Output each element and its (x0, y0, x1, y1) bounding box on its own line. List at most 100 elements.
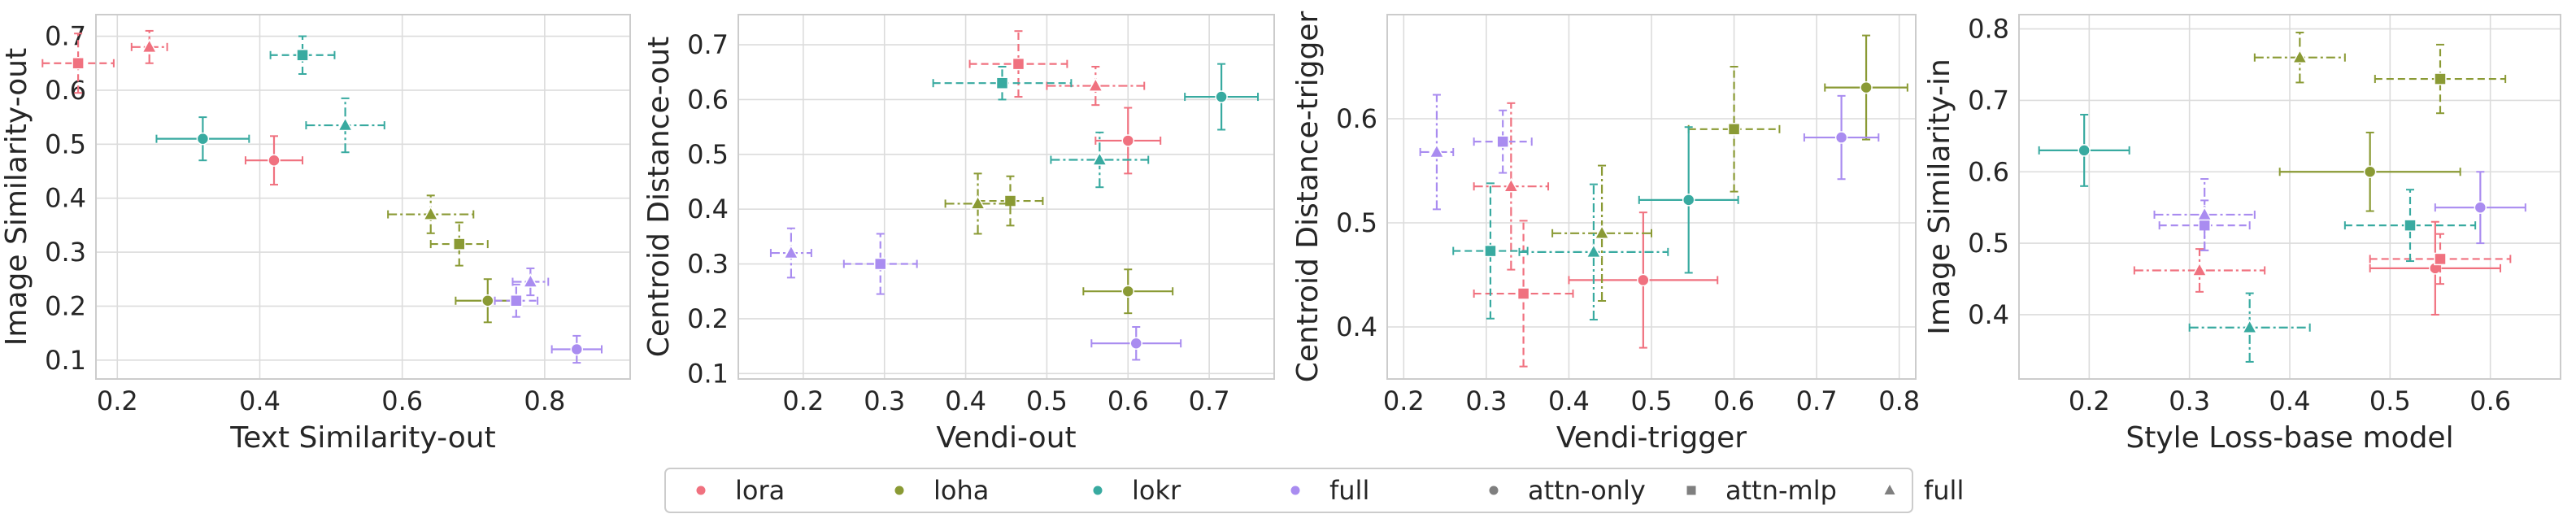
point-full-attn-mlp (1473, 109, 1533, 174)
axes-frame (95, 14, 631, 380)
data-point-marker (2434, 72, 2447, 85)
data-point-marker (1121, 134, 1135, 147)
y-tick-label: 0.5 (45, 128, 86, 159)
point-lokr-attn-only (2038, 113, 2130, 187)
y-tick-label: 0.5 (1968, 228, 2009, 259)
legend-marker (894, 486, 904, 495)
legend-label: lokr (1132, 475, 1181, 506)
point-lora-full (130, 29, 168, 64)
legend-frame (664, 468, 1913, 513)
data-point-marker (2191, 261, 2208, 277)
x-tick-label: 0.6 (1713, 385, 1755, 416)
subplot-3: 0.2 0.3 0.4 0.5 0.6 0.7 0.8 0.4 0.5 0.6 Vendi-trig… (1291, 11, 1920, 455)
y-axis-label: Image Similarity-in (1923, 59, 1956, 335)
legend-entry-attn-only: attn-only (1489, 475, 1646, 506)
y-axis-label: Image Similarity-out (0, 48, 33, 346)
data-points (1419, 34, 1908, 368)
data-point-marker (2241, 319, 2258, 334)
y-tick-label: 0.6 (1968, 156, 2009, 187)
gridlines (96, 15, 630, 379)
data-point-marker (510, 294, 523, 307)
subplot-4: 0.2 0.3 0.4 0.5 0.6 0.4 0.5 0.6 0.7 0.8 Style Loss… (1923, 14, 2561, 455)
legend-label: loha (933, 475, 989, 506)
subplots: 0.2 0.4 0.6 0.8 0.1 0.2 0.3 0.4 0.5 0.6 0.7 Text Si… (0, 11, 2561, 455)
legend-entry-lokr: lokr (1093, 475, 1181, 506)
plot-area (96, 15, 630, 379)
point-loha-attn-mlp (429, 221, 489, 267)
point-loha-full (2253, 31, 2346, 84)
data-point-marker (873, 257, 887, 271)
y-tick-label: 0.5 (1336, 207, 1377, 238)
x-tick-label: 0.6 (2469, 385, 2511, 416)
data-point-marker (337, 116, 354, 132)
y-tick-label: 0.6 (687, 84, 729, 115)
point-full-attn-only (1803, 94, 1880, 181)
point-lokr-attn-only (1638, 126, 1739, 274)
point-full-attn-only (1090, 326, 1182, 361)
y-tick-label: 0.4 (687, 194, 729, 224)
x-tick-label: 0.4 (239, 385, 281, 416)
data-point-marker (1586, 243, 1602, 259)
legend-marker (1884, 485, 1895, 494)
data-point-marker (1637, 273, 1650, 287)
data-point-marker (1516, 287, 1530, 300)
y-tick-label: 0.4 (45, 183, 86, 214)
point-full-attn-mlp (494, 283, 539, 318)
point-loha-full (387, 194, 475, 234)
data-point-marker (2404, 219, 2417, 232)
subplot-2: 0.2 0.3 0.4 0.5 0.6 0.7 0.1 0.2 0.3 0.4 0.5 0.6 0.7 V… (642, 14, 1275, 455)
x-tick-label: 0.2 (782, 385, 824, 416)
legend-entry-loha: loha (894, 475, 989, 506)
y-tick-label: 0.4 (1336, 311, 1377, 342)
point-lora-attn-mlp (968, 30, 1068, 98)
legend-label: lora (735, 475, 785, 506)
x-tick-label: 0.3 (1465, 385, 1507, 416)
point-loha-attn-only (2278, 131, 2461, 212)
y-tick-label: 0.7 (45, 21, 86, 52)
point-lokr-attn-only (1184, 63, 1260, 131)
x-tick-label: 0.3 (864, 385, 905, 416)
point-loha-full (1551, 164, 1652, 302)
x-tick-label: 0.4 (945, 385, 986, 416)
legend-marker (696, 486, 706, 495)
subplot-1: 0.2 0.4 0.6 0.8 0.1 0.2 0.3 0.4 0.5 0.6 0.7 Text Si… (0, 14, 631, 455)
data-point-marker (72, 56, 85, 70)
point-full-full (769, 227, 812, 279)
data-point-marker (141, 38, 158, 54)
data-point-marker (1594, 224, 1610, 240)
y-tick-label: 0.2 (45, 290, 86, 321)
data-points (41, 29, 603, 364)
point-lokr-full (305, 97, 385, 154)
y-tick-label: 0.7 (687, 29, 729, 60)
point-full-full (1419, 94, 1455, 211)
x-tick-label: 0.3 (2169, 385, 2210, 416)
x-axis-label: Style Loss-base model (2126, 421, 2453, 455)
data-point-marker (522, 272, 539, 288)
point-loha-attn-mlp (1687, 66, 1781, 193)
y-tick-label: 0.4 (1968, 299, 2009, 330)
legend: lora loha lokr full attn-only attn-mlp full (664, 468, 1964, 513)
y-tick-label: 0.6 (1336, 103, 1377, 134)
axes-frame (1386, 14, 1917, 380)
data-point-marker (1215, 90, 1228, 103)
axes-frame (738, 14, 1275, 380)
gridlines (2019, 15, 2561, 379)
x-tick-label: 0.7 (1189, 385, 1230, 416)
data-point-marker (570, 342, 584, 356)
data-points (769, 30, 1260, 361)
y-tick-label: 0.2 (687, 303, 729, 334)
point-lokr-full (1050, 131, 1150, 189)
point-loha-attn-only (1082, 268, 1174, 315)
point-loha-attn-mlp (2374, 43, 2507, 115)
data-point-marker (1682, 194, 1695, 207)
data-point-marker (422, 206, 439, 220)
axes-frame (2018, 14, 2561, 380)
data-point-marker (969, 194, 986, 210)
y-axis-label: Centroid Distance-out (642, 37, 676, 358)
point-lokr-attn-mlp (1452, 182, 1529, 320)
x-tick-label: 0.5 (1026, 385, 1068, 416)
point-lora-full (1473, 102, 1550, 271)
point-loha-full (944, 172, 1012, 235)
point-lora-attn-only (1094, 107, 1162, 175)
